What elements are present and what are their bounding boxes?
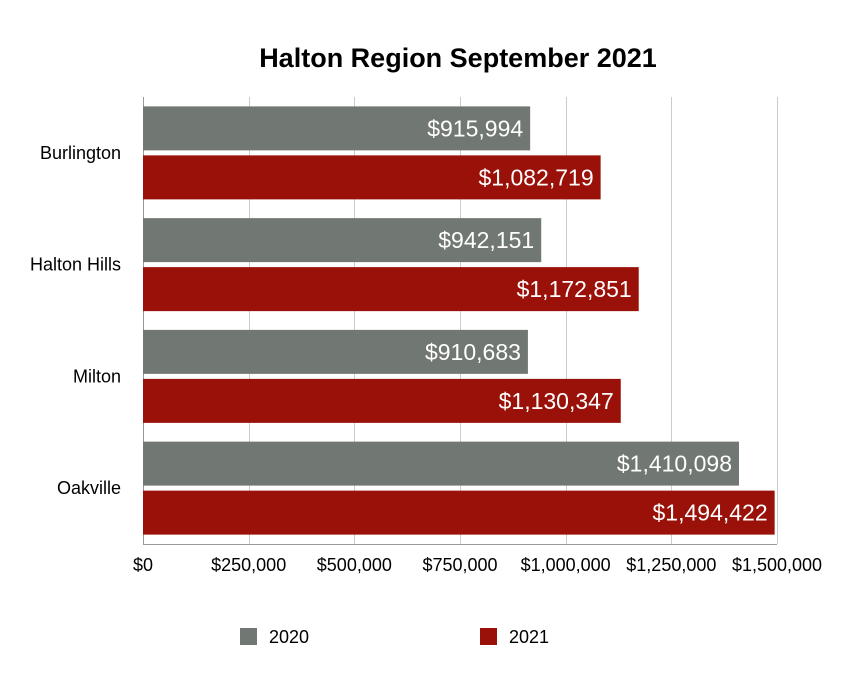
category-label: Milton xyxy=(73,366,121,386)
x-tick-label: $1,500,000 xyxy=(732,555,822,575)
legend: 2020 2021 xyxy=(240,627,549,647)
x-tick-label: $0 xyxy=(133,555,153,575)
data-label: $910,683 xyxy=(425,339,521,365)
legend-label: 2021 xyxy=(509,627,549,647)
data-label: $915,994 xyxy=(427,115,523,141)
bar-2020-halton-hills xyxy=(143,218,542,263)
bar-2020-milton xyxy=(143,329,528,374)
data-label: $1,172,851 xyxy=(517,276,632,302)
legend-swatch xyxy=(480,628,497,645)
chart-title: Halton Region September 2021 xyxy=(259,43,657,73)
bar-2020-oakville xyxy=(143,441,740,486)
data-label: $1,494,422 xyxy=(653,500,768,526)
category-label: Oakville xyxy=(57,478,121,498)
legend-swatch xyxy=(240,628,257,645)
data-label: $1,130,347 xyxy=(499,388,614,414)
bar-2021-oakville xyxy=(143,490,775,535)
legend-label: 2020 xyxy=(269,627,309,647)
x-axis-tick-labels: $0 $250,000 $500,000 $750,000 $1,000,000 $1,2… xyxy=(133,555,822,575)
data-label: $1,082,719 xyxy=(479,164,594,190)
bar-2021-milton xyxy=(143,378,621,423)
data-label: $942,151 xyxy=(438,227,534,253)
category-label: Burlington xyxy=(40,143,121,163)
bars xyxy=(143,106,775,535)
x-tick-label: $500,000 xyxy=(317,555,392,575)
data-labels: $915,994 $1,082,719 $942,151 $1,172,851 $910… xyxy=(425,115,768,525)
bar-2020-burlington xyxy=(143,106,531,151)
bar-2021-halton-hills xyxy=(143,267,639,312)
x-tick-label: $1,250,000 xyxy=(626,555,716,575)
x-tick-label: $250,000 xyxy=(211,555,286,575)
data-label: $1,410,098 xyxy=(617,451,732,477)
category-labels: Burlington Halton Hills Milton Oakville xyxy=(30,143,121,498)
x-tick-label: $750,000 xyxy=(422,555,497,575)
category-label: Halton Hills xyxy=(30,255,121,275)
bar-2021-burlington xyxy=(143,155,601,200)
x-tick-label: $1,000,000 xyxy=(521,555,611,575)
